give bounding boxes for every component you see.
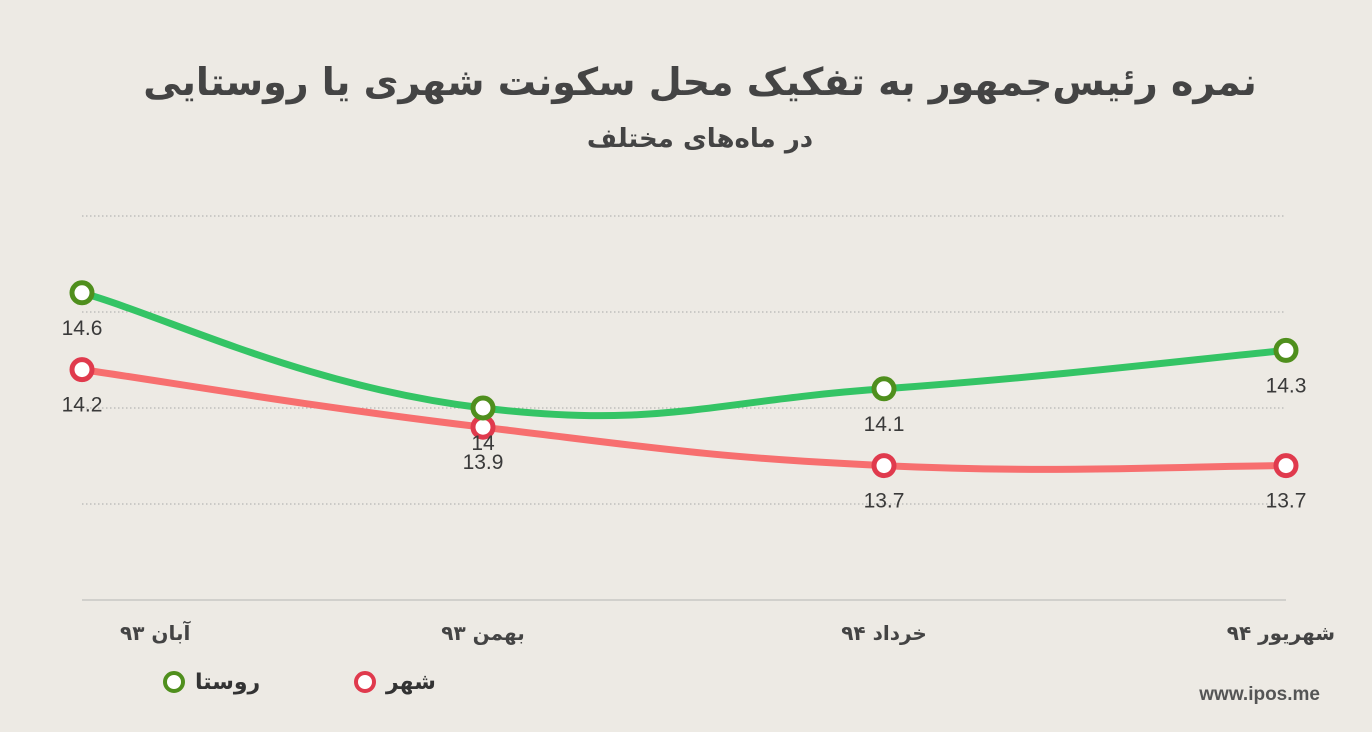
- legend-swatch-urban: [354, 671, 376, 693]
- point-urban-2: [871, 453, 897, 479]
- data-label-rural-0: 14.6: [62, 317, 103, 340]
- point-urban-3: [1273, 453, 1299, 479]
- series-line-urban: [78, 366, 1290, 473]
- source-url: www.ipos.me: [1199, 684, 1320, 705]
- data-label-rural-1: 14: [471, 432, 495, 455]
- legend-swatch-rural: [163, 671, 185, 693]
- legend-item-urban: شهر: [354, 664, 436, 700]
- point-rural-1: [470, 395, 496, 421]
- legend-item-rural: روستا: [163, 664, 260, 700]
- data-label-urban-3: 13.7: [1266, 490, 1307, 513]
- data-label-rural-3: 14.3: [1266, 374, 1307, 397]
- data-label-urban-2: 13.7: [864, 490, 905, 513]
- chart-title: نمره رئیس‌جمهور به تفکیک محل سکونت شهری …: [143, 60, 1257, 104]
- x-tick-label-2: خرداد ۹۴: [841, 621, 927, 645]
- point-urban-0: [69, 357, 95, 383]
- point-rural-2: [871, 376, 897, 402]
- x-tick-label-0: آبان ۹۳: [120, 620, 191, 645]
- legend-label-rural: روستا: [195, 669, 261, 695]
- data-label-rural-2: 14.1: [864, 413, 905, 436]
- data-label-urban-0: 14.2: [62, 394, 103, 417]
- data-label-urban-1: 13.9: [463, 451, 504, 474]
- x-tick-label-3: شهریور ۹۴: [1227, 621, 1335, 645]
- point-rural-0: [69, 280, 95, 306]
- point-rural-3: [1273, 337, 1299, 363]
- legend-label-urban: شهر: [386, 669, 436, 695]
- x-tick-label-1: بهمن ۹۳: [441, 621, 525, 645]
- chart-subtitle: در ماه‌های مختلف: [586, 124, 814, 154]
- series-line-rural: [78, 289, 1290, 420]
